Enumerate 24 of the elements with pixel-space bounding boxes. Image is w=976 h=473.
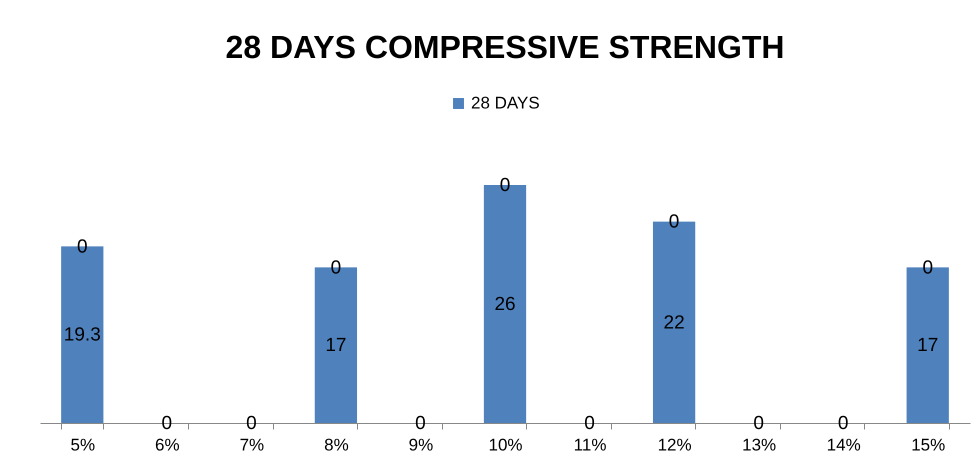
chart-title: 28 DAYS COMPRESSIVE STRENGTH bbox=[226, 29, 784, 65]
x-tick-label: 10% bbox=[488, 436, 523, 454]
x-tick-label: 14% bbox=[826, 436, 861, 454]
data-label: 22 bbox=[664, 312, 685, 334]
data-label: 0 bbox=[246, 413, 257, 434]
data-label: 0 bbox=[162, 413, 172, 434]
x-tick-label: 5% bbox=[70, 436, 96, 454]
data-label: 17 bbox=[325, 335, 346, 356]
data-label: 0 bbox=[415, 413, 426, 434]
x-tick-label: 8% bbox=[324, 436, 349, 454]
data-label: 19.3 bbox=[64, 324, 101, 346]
x-tick-label: 9% bbox=[408, 436, 434, 454]
x-tick-label: 11% bbox=[574, 436, 606, 454]
data-label: 17 bbox=[917, 335, 938, 356]
legend-label: 28 DAYS bbox=[471, 94, 540, 112]
data-label: 0 bbox=[584, 413, 595, 434]
x-tick-label: 12% bbox=[658, 436, 692, 454]
data-label: 26 bbox=[494, 294, 516, 315]
x-tick-label: 7% bbox=[240, 436, 264, 454]
x-tick-label: 15% bbox=[911, 436, 946, 454]
data-label: 0 bbox=[753, 413, 764, 434]
data-label: 0 bbox=[838, 413, 848, 434]
x-tick-label: 13% bbox=[742, 436, 776, 454]
x-tick-label: 6% bbox=[155, 436, 180, 454]
